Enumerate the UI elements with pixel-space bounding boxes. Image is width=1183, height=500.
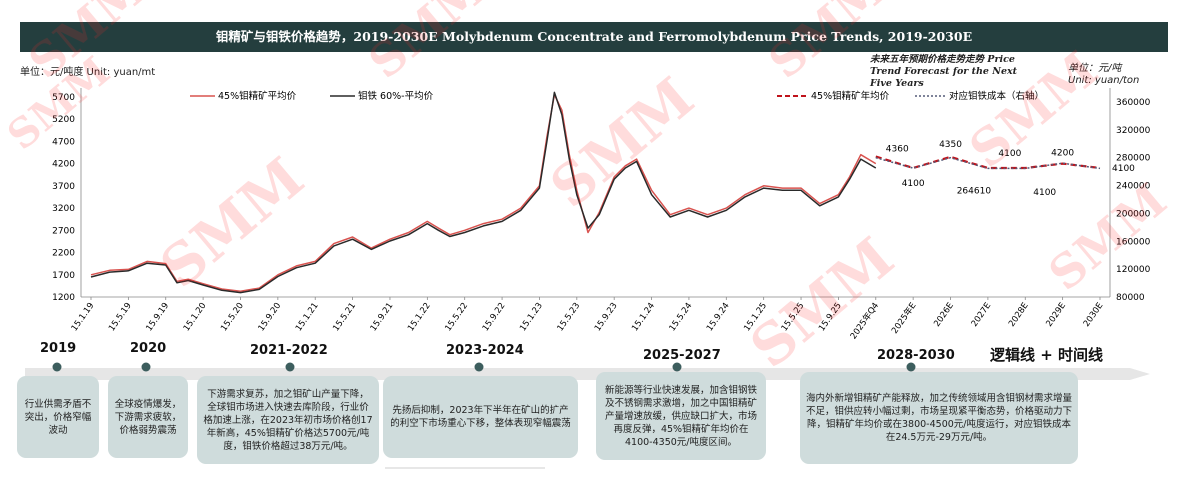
x-tick-label: 2026E <box>932 301 956 329</box>
timeline-year-2019: 2019 <box>40 341 77 356</box>
x-tick-label: 2030E <box>1082 301 1106 329</box>
y-right-tick-label: 80000 <box>1116 293 1145 303</box>
timeline-desc-2019: 行业供需矛盾不突出，价格窄幅波动 <box>17 376 99 458</box>
x-tick-label: 15.1.24 <box>630 301 657 333</box>
legend-fc-cost-label: 对应钼铁成本（右轴） <box>949 90 1044 102</box>
y-left-ticks: 1200 1700 2200 2700 3200 3700 4200 4700 5200 5700 <box>52 93 75 303</box>
timeline-dot-2025-2027 <box>672 362 682 372</box>
x-tick-label: 15.1.23 <box>518 301 545 333</box>
timeline-year-2025-2027: 2025-2027 <box>643 348 721 363</box>
legend-conc-label: 45%钼精矿平均价 <box>218 90 297 102</box>
forecast-value-label: 4100 <box>1112 164 1135 174</box>
timeline-desc-2020: 全球疫情爆发，下游需求疲软，价格弱势震荡 <box>108 376 188 458</box>
timeline-year-2020: 2020 <box>130 341 167 356</box>
x-tick-label: 15.5.20 <box>219 301 246 333</box>
timeline-desc-2028-2030: 海内外新增钼精矿产能释放，加之传统领域用含钼钢材需求增量不足，钼供应转小幅过剩，… <box>800 372 1078 464</box>
timeline-desc-2025-2027: 新能源等行业快速发展，加含钼钢铁及不锈钢需求激增，加之中国钼精矿产量增速放缓，供… <box>596 372 766 460</box>
timeline-dot-2021-2022 <box>285 362 295 372</box>
x-tick-label: 2025年E <box>889 300 918 335</box>
price-chart: 45%钼精矿平均价 钼铁 60%-平均价 45%钼精矿年均价 对应钼铁成本（右轴… <box>52 88 1151 340</box>
y-right-tick-label: 320000 <box>1116 126 1151 136</box>
forecast-value-label: 4100 <box>902 179 925 189</box>
timeline-dot-2028-2030 <box>906 362 916 372</box>
legend-fc-conc-label: 45%钼精矿年均价 <box>811 90 890 102</box>
x-tick-label: 15.5.24 <box>668 301 695 333</box>
x-tick-label: 15.5.22 <box>443 301 470 333</box>
unit-left-label: 单位：元/吨度 Unit: yuan/mt <box>20 67 156 78</box>
x-tick-label: 2029E <box>1044 301 1068 329</box>
x-tick-label: 15.9.23 <box>593 301 620 333</box>
timeline-dot-2020 <box>141 362 151 372</box>
y-left-tick-label: 5700 <box>52 93 75 103</box>
legend-fe-label: 钼铁 60%-平均价 <box>358 90 434 102</box>
x-tick-label: 15.1.20 <box>182 301 209 333</box>
x-tick-label: 15.5.23 <box>555 301 582 333</box>
forecast-note: 未来五年预期价格走势走势 Price Trend Forecast for th… <box>870 54 1018 89</box>
x-tick-label: 15.1.22 <box>406 301 433 333</box>
forecast-value-label: 4350 <box>939 140 962 150</box>
forecast-line-cost <box>875 156 1101 170</box>
series-lines <box>90 91 877 294</box>
timeline-year-2028-2030: 2028-2030 <box>877 348 955 363</box>
y-left-tick-label: 5200 <box>52 115 75 125</box>
forecast-value-label: 264610 <box>957 186 992 196</box>
y-right-tick-label: 120000 <box>1116 265 1151 275</box>
timeline-year-2023-2024: 2023-2024 <box>446 343 524 358</box>
logic-timeline-title: 逻辑线 + 时间线 <box>990 346 1104 364</box>
y-right-ticks: 80000 120000 160000 200000 240000 280000 32000… <box>1116 98 1151 303</box>
y-left-tick-label: 3700 <box>52 182 75 192</box>
x-tick-label: 15.9.22 <box>481 301 508 333</box>
x-tick-label: 15.1.25 <box>742 301 769 333</box>
x-tick-label: 15.9.21 <box>369 301 396 333</box>
series-line-conc <box>90 93 877 292</box>
legend: 45%钼精矿平均价 钼铁 60%-平均价 45%钼精矿年均价 对应钼铁成本（右轴… <box>190 90 1044 102</box>
x-tick-label: 15.5.25 <box>780 301 807 333</box>
y-right-tick-label: 240000 <box>1116 182 1151 192</box>
y-right-tick-label: 360000 <box>1116 98 1151 108</box>
x-tick-label: 15.9.25 <box>817 301 844 333</box>
forecast-value-label: 4360 <box>886 144 909 154</box>
timeline-desc-2023-2024: 先扬后抑制，2023年下半年在矿山的扩产的利空下市场重心下移，整体表现窄幅震荡 <box>383 376 578 458</box>
x-tick-label: 15.9.20 <box>257 301 284 333</box>
x-tick-label: 15.1.21 <box>294 301 321 333</box>
y-left-tick-label: 4200 <box>52 160 75 170</box>
y-right-tick-label: 280000 <box>1116 154 1151 164</box>
y-right-tick-label: 200000 <box>1116 209 1151 219</box>
series-line-fe <box>90 91 877 294</box>
y-left-tick-label: 4700 <box>52 137 75 147</box>
timeline-year-2021-2022: 2021-2022 <box>250 343 328 358</box>
x-ticks: 15.1.19 15.5.19 15.9.19 15.1.20 15.5.20 15.9.… <box>70 297 1106 340</box>
forecast-value-label: 4100 <box>1033 188 1056 198</box>
forecast-line-conc <box>875 155 1101 170</box>
unit-right-label: 单位：元/吨 Unit: yuan/ton <box>1068 63 1140 86</box>
x-tick-label: 2027E <box>970 301 994 329</box>
y-left-tick-label: 2200 <box>52 249 75 259</box>
y-left-tick-label: 1200 <box>52 293 75 303</box>
x-tick-label: 15.9.24 <box>705 301 732 333</box>
x-tick-label: 2028E <box>1007 301 1031 329</box>
x-tick-label: 15.5.21 <box>331 301 358 333</box>
y-right-tick-label: 160000 <box>1116 237 1151 247</box>
timeline-desc-2021-2022: 下游需求复苏，加之钼矿山产量下降，全球钼市场进入快速去库阶段，行业价格加速上涨，… <box>197 376 379 464</box>
chart-title: 钼精矿与钼铁价格趋势，2019-2030E Molybdenum Concent… <box>20 22 1168 52</box>
timeline-dot-2023-2024 <box>474 362 484 372</box>
x-tick-label: 15.9.19 <box>144 301 171 333</box>
x-tick-label: 2025年Q4 <box>848 300 881 340</box>
x-tick-label: 15.1.19 <box>70 301 97 333</box>
timeline-dot-2019 <box>52 362 62 372</box>
y-left-tick-label: 1700 <box>52 271 75 281</box>
forecast-value-label: 4200 <box>1051 149 1074 159</box>
y-left-tick-label: 3200 <box>52 204 75 214</box>
x-tick-label: 15.5.19 <box>107 301 134 333</box>
y-left-tick-label: 2700 <box>52 226 75 236</box>
forecast-lines <box>875 155 1101 170</box>
forecast-value-label: 4100 <box>998 149 1021 159</box>
forecast-value-labels: 4360 4100 4350 4100 264610 4100 4200 4100 <box>886 140 1135 198</box>
